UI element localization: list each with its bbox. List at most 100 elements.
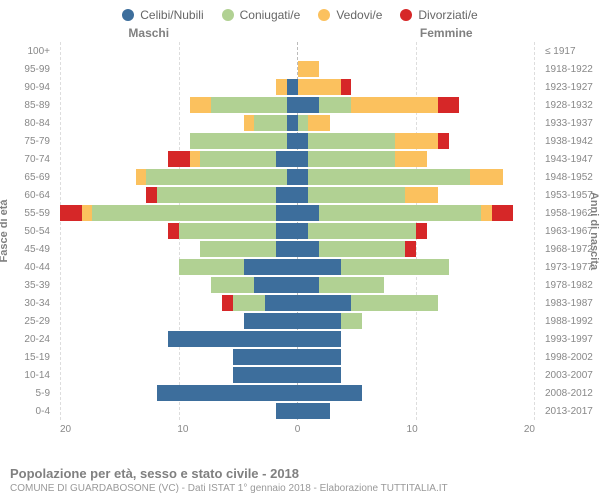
female-bar [298, 205, 536, 221]
bar-segment [351, 97, 437, 113]
bar-segment [60, 205, 82, 221]
bar-segment [298, 205, 320, 221]
bar-segment [298, 367, 341, 383]
legend-item: Celibi/Nubili [122, 8, 203, 22]
bar-segment [265, 295, 297, 311]
bar-segment [416, 223, 427, 239]
plot [60, 42, 535, 420]
female-bar [298, 385, 536, 401]
bar-segment [319, 241, 405, 257]
bar-segment [276, 79, 287, 95]
female-bar [298, 61, 536, 77]
bar-segment [276, 223, 298, 239]
female-bar [298, 151, 536, 167]
male-header: Maschi [60, 26, 298, 40]
male-bar [60, 187, 298, 203]
bar-segment [190, 97, 212, 113]
bar-segment [276, 205, 298, 221]
legend-label: Celibi/Nubili [140, 8, 203, 22]
female-bar [298, 133, 536, 149]
female-bar [298, 169, 536, 185]
bar-segment [298, 187, 309, 203]
male-bar [60, 385, 298, 401]
age-label: 20-24 [0, 334, 50, 345]
female-bar [298, 97, 536, 113]
bar-segment [200, 151, 276, 167]
bar-segment [298, 223, 309, 239]
male-bar [60, 205, 298, 221]
birth-label: 1968-1972 [545, 244, 600, 255]
female-bar [298, 403, 536, 419]
male-bar [60, 169, 298, 185]
birth-label: 1943-1947 [545, 154, 600, 165]
bar-segment [405, 241, 416, 257]
bar-segment [287, 79, 298, 95]
bar-segment [276, 241, 298, 257]
age-label: 80-84 [0, 118, 50, 129]
female-bar [298, 115, 536, 131]
chart-title: Popolazione per età, sesso e stato civil… [10, 466, 590, 481]
birth-label: 2013-2017 [545, 406, 600, 417]
bar-segment [168, 223, 179, 239]
bar-segment [298, 277, 320, 293]
pyramid-row [60, 150, 535, 168]
pyramid-row [60, 222, 535, 240]
bar-segment [298, 97, 320, 113]
birth-label: 1923-1927 [545, 82, 600, 93]
age-label: 75-79 [0, 136, 50, 147]
pyramid-row [60, 186, 535, 204]
age-label: 0-4 [0, 406, 50, 417]
bar-segment [244, 115, 255, 131]
pyramid-row [60, 168, 535, 186]
female-bar [298, 223, 536, 239]
bar-segment [276, 403, 298, 419]
birth-label: 1963-1967 [545, 226, 600, 237]
bar-segment [287, 97, 298, 113]
bar-segment [298, 115, 309, 131]
legend: Celibi/NubiliConiugati/eVedovi/eDivorzia… [0, 0, 600, 26]
chart-area: Fasce di età Anni di nascita 100+95-9990… [0, 42, 600, 420]
pyramid-row [60, 402, 535, 420]
bar-segment [233, 367, 298, 383]
birth-labels: ≤ 19171918-19221923-19271928-19321933-19… [540, 42, 600, 420]
birth-label: 1953-1957 [545, 190, 600, 201]
male-bar [60, 367, 298, 383]
bar-segment [298, 151, 309, 167]
legend-item: Coniugati/e [222, 8, 301, 22]
bar-segment [298, 61, 320, 77]
age-label: 95-99 [0, 64, 50, 75]
pyramid-row [60, 258, 535, 276]
bar-segment [308, 169, 470, 185]
bar-segment [298, 241, 320, 257]
bar-segment [211, 97, 287, 113]
bar-segment [298, 79, 341, 95]
male-bar [60, 349, 298, 365]
bar-segment [287, 115, 298, 131]
birth-label: 1978-1982 [545, 280, 600, 291]
age-labels: 100+95-9990-9485-8980-8475-7970-7465-696… [0, 42, 55, 420]
bar-segment [395, 133, 438, 149]
age-label: 100+ [0, 46, 50, 57]
bar-segment [254, 115, 286, 131]
male-bar [60, 313, 298, 329]
age-label: 35-39 [0, 280, 50, 291]
bar-segment [276, 151, 298, 167]
bar-segment [168, 151, 190, 167]
bar-segment [308, 133, 394, 149]
pyramid-row [60, 132, 535, 150]
bar-segment [308, 115, 330, 131]
birth-label: 2003-2007 [545, 370, 600, 381]
bar-segment [298, 331, 341, 347]
age-label: 65-69 [0, 172, 50, 183]
x-tick: 0 [295, 424, 301, 435]
birth-label: 1998-2002 [545, 352, 600, 363]
x-axis-ticks: 201001020 [0, 420, 600, 435]
bar-segment [438, 97, 460, 113]
birth-label: 1948-1952 [545, 172, 600, 183]
age-label: 85-89 [0, 100, 50, 111]
birth-label: 1958-1962 [545, 208, 600, 219]
birth-label: 1973-1977 [545, 262, 600, 273]
age-label: 45-49 [0, 244, 50, 255]
legend-swatch [318, 9, 330, 21]
age-label: 40-44 [0, 262, 50, 273]
